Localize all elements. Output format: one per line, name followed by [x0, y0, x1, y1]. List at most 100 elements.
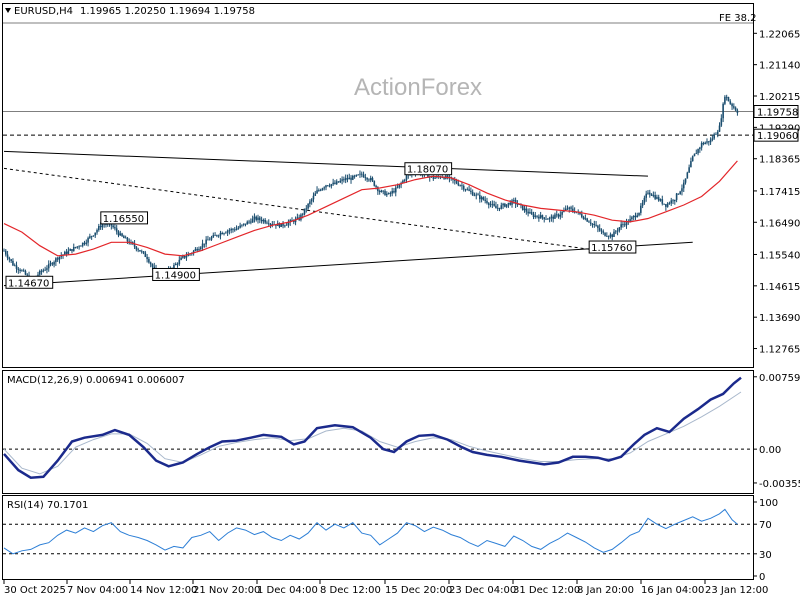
- candle-body: [292, 220, 295, 223]
- candle-body: [552, 216, 554, 219]
- candle-body: [194, 249, 197, 251]
- candle-body: [647, 192, 649, 194]
- annotation-box: [404, 162, 453, 176]
- candle-body: [564, 208, 567, 211]
- candle-body: [316, 190, 318, 194]
- candle-body: [260, 219, 263, 222]
- candle-body: [341, 179, 343, 181]
- candle-body: [720, 118, 723, 126]
- candle-body: [64, 251, 66, 255]
- candle-body: [81, 242, 84, 246]
- candle-body: [90, 236, 93, 237]
- candle-body: [471, 191, 474, 196]
- candle-body: [246, 221, 249, 225]
- candle-body: [205, 239, 207, 245]
- candle-body: [611, 234, 614, 237]
- candle-body: [360, 173, 363, 175]
- candle-body: [725, 96, 728, 98]
- candle-body: [371, 177, 374, 181]
- candle-body: [233, 229, 236, 231]
- price-panel-frame: [2, 3, 754, 368]
- candle-body: [15, 265, 18, 269]
- candle-body: [614, 231, 617, 233]
- candle-body: [142, 251, 145, 253]
- candle-body: [182, 255, 184, 258]
- candle-body: [380, 190, 383, 193]
- candle-body: [284, 225, 286, 227]
- candle-body: [557, 214, 560, 217]
- macd-signal-line: [3, 391, 742, 475]
- candle-body: [248, 221, 250, 223]
- candle-body: [187, 254, 190, 257]
- candle-body: [117, 231, 120, 236]
- candle-body: [691, 156, 694, 162]
- candle-body: [518, 204, 520, 206]
- candle-body: [180, 257, 182, 260]
- price-layer: 1.16550 1.14670 1.14900 1.18070 1.15760: [3, 22, 753, 289]
- candle-body: [183, 255, 186, 258]
- candle-body: [46, 268, 48, 270]
- candle-body: [588, 221, 590, 223]
- candle-body: [144, 252, 147, 257]
- candle-body: [384, 190, 386, 196]
- candle-body: [402, 180, 404, 183]
- candle-body: [217, 235, 220, 237]
- candle-body: [94, 232, 97, 236]
- candle-body: [359, 173, 361, 175]
- candle-body: [455, 180, 458, 184]
- candle-body: [348, 177, 351, 180]
- candle-body: [484, 199, 486, 201]
- candle-body: [640, 205, 642, 213]
- candle-body: [267, 223, 270, 225]
- annotation-label: 1.15760: [591, 243, 632, 254]
- candle-body: [607, 236, 610, 238]
- candle-body: [609, 234, 612, 237]
- candle-body: [219, 232, 222, 236]
- trend-line: [3, 150, 648, 177]
- candle-body: [713, 134, 715, 139]
- candle-body: [396, 187, 399, 189]
- candle-body: [729, 101, 732, 104]
- price-tick-label: 1.16490: [759, 218, 800, 229]
- candle-body: [78, 246, 80, 248]
- candle-body: [126, 237, 129, 242]
- dropdown-triangle-icon[interactable]: [5, 8, 11, 13]
- candle-body: [366, 178, 368, 180]
- candle-body: [686, 172, 689, 179]
- candle-body: [443, 177, 445, 179]
- candle-body: [555, 214, 558, 216]
- candle-body: [566, 208, 569, 210]
- candle-body: [301, 214, 304, 215]
- candle-body: [543, 217, 546, 220]
- candle-body: [618, 227, 621, 231]
- candle-body: [487, 203, 490, 205]
- candle-body: [432, 176, 435, 179]
- candle-body: [597, 225, 599, 229]
- trend-line: [3, 241, 693, 287]
- macd-title: MACD(12,26,9) 0.006941 0.006007: [7, 375, 185, 386]
- candle-body: [264, 219, 266, 223]
- candle-body: [541, 215, 544, 218]
- candle-body: [4, 250, 7, 255]
- candle-body: [493, 203, 495, 206]
- candle-body: [461, 185, 463, 187]
- candle-body: [708, 141, 710, 143]
- candle-body: [328, 185, 331, 187]
- candle-body: [96, 229, 98, 233]
- candle-body: [622, 224, 624, 226]
- candle-body: [495, 205, 497, 209]
- axis-layer: 1.220651.211401.202151.192901.183651.174…: [3, 29, 800, 596]
- candle-body: [709, 139, 712, 143]
- macd-tick-label: 0.007598: [759, 373, 800, 384]
- candle-body: [516, 203, 519, 205]
- candle-body: [634, 215, 637, 218]
- candle-body: [6, 254, 9, 258]
- candle-body: [625, 221, 628, 226]
- candle-body: [226, 230, 229, 233]
- candle-body: [570, 207, 572, 209]
- candle-body: [212, 235, 215, 238]
- candle-body: [530, 212, 533, 215]
- candle-body: [289, 220, 292, 223]
- candle-body: [115, 228, 118, 232]
- candle-body: [468, 189, 470, 191]
